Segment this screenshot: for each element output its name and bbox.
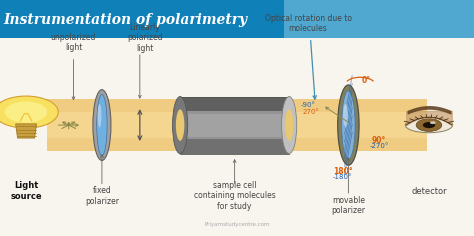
Ellipse shape (405, 118, 453, 133)
Ellipse shape (282, 97, 297, 154)
Text: unpolarized
light: unpolarized light (51, 33, 96, 52)
Ellipse shape (98, 104, 101, 127)
Circle shape (0, 96, 58, 128)
Text: sample cell
containing molecules
for study: sample cell containing molecules for stu… (194, 181, 275, 211)
Polygon shape (16, 124, 36, 138)
Ellipse shape (176, 109, 184, 141)
Text: Instrumentation of polarimetry: Instrumentation of polarimetry (4, 13, 248, 27)
FancyBboxPatch shape (180, 114, 289, 136)
Text: -270°: -270° (369, 143, 389, 149)
Text: fixed
polarizer: fixed polarizer (85, 186, 119, 206)
Circle shape (423, 122, 435, 128)
Text: movable
polarizer: movable polarizer (331, 196, 365, 215)
Text: Optical rotation due to
molecules: Optical rotation due to molecules (264, 14, 352, 33)
Circle shape (430, 121, 436, 124)
FancyBboxPatch shape (47, 99, 427, 151)
Circle shape (416, 119, 442, 131)
Text: -90°: -90° (300, 102, 315, 108)
Ellipse shape (93, 90, 111, 160)
Text: 90°: 90° (372, 136, 386, 145)
Ellipse shape (173, 97, 188, 154)
Ellipse shape (285, 109, 293, 141)
FancyBboxPatch shape (180, 139, 289, 154)
Ellipse shape (97, 94, 107, 156)
Ellipse shape (342, 91, 355, 159)
Ellipse shape (337, 85, 359, 165)
Text: detector: detector (411, 187, 447, 196)
Text: 270°: 270° (302, 109, 319, 115)
Text: -180°: -180° (333, 174, 353, 180)
FancyBboxPatch shape (284, 0, 474, 38)
Text: Linearly
polarized
light: Linearly polarized light (127, 23, 163, 53)
FancyBboxPatch shape (180, 97, 289, 154)
Ellipse shape (343, 104, 348, 127)
Text: 180°: 180° (333, 167, 353, 176)
Text: Light
source: Light source (10, 181, 42, 201)
FancyBboxPatch shape (47, 112, 427, 138)
FancyBboxPatch shape (180, 97, 289, 111)
Text: Priyamstudycentre.com: Priyamstudycentre.com (204, 222, 270, 227)
Text: 0°: 0° (362, 76, 371, 85)
FancyBboxPatch shape (0, 0, 284, 38)
Circle shape (5, 101, 47, 123)
